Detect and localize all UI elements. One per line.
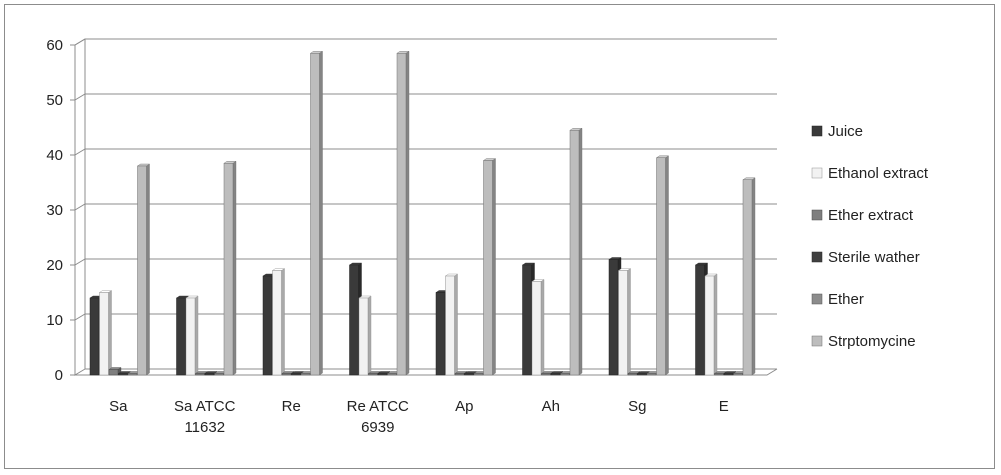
legend-item: Ether extract <box>811 207 914 224</box>
bar <box>309 50 324 376</box>
legend-item: Ethanol extract <box>811 165 929 182</box>
legend-label: Ether extract <box>828 207 914 224</box>
y-tick-label: 0 <box>55 367 63 384</box>
bar <box>482 158 497 376</box>
y-tick-label: 20 <box>46 257 63 274</box>
legend-label: Sterile wather <box>828 249 920 266</box>
bar-chart: 0 10 20 30 40 50 60 Sa Sa ATCC 11632 Re Re ATCC 693… <box>46 37 929 436</box>
x-tick-label: Re <box>282 398 301 415</box>
legend-swatch <box>811 293 823 305</box>
bar <box>396 50 410 376</box>
x-tick-label: Ah <box>542 398 560 415</box>
legend-item: Strptomycine <box>811 333 916 350</box>
legend-swatch <box>811 125 823 137</box>
gridline <box>74 38 777 46</box>
x-tick-label: E <box>719 398 729 415</box>
legend-label: Strptomycine <box>828 333 916 350</box>
bar <box>617 268 632 376</box>
gridline <box>74 313 777 321</box>
bar <box>358 295 372 376</box>
x-tick-label: Sa ATCC 11632 <box>174 398 236 436</box>
gridline <box>74 93 777 101</box>
legend-item: Ether <box>811 291 864 308</box>
legend-label: Juice <box>828 123 863 140</box>
chart-frame: 0 10 20 30 40 50 60 Sa Sa ATCC 11632 Re Re ATCC 693… <box>4 4 995 469</box>
y-tick-label: 40 <box>46 147 63 164</box>
legend-swatch <box>811 335 823 347</box>
bar <box>454 371 468 376</box>
bar <box>271 268 286 376</box>
x-axis-labels: Sa Sa ATCC 11632 Re Re ATCC 6939 Ap Ah Sg E <box>109 398 729 436</box>
x-tick-label: Sg <box>628 398 646 415</box>
bars <box>89 50 756 376</box>
legend-swatch <box>811 209 823 221</box>
bar <box>655 155 670 376</box>
gridline <box>74 258 777 266</box>
y-tick-label: 10 <box>46 312 63 329</box>
y-tick-label: 60 <box>46 37 63 54</box>
x-tick-label: Ap <box>455 398 473 415</box>
bar <box>742 177 756 376</box>
gridline <box>74 203 777 211</box>
gridline <box>74 148 777 156</box>
gridlines <box>74 38 777 321</box>
bar <box>185 295 199 376</box>
bar <box>98 290 113 376</box>
legend-swatch <box>811 251 823 263</box>
legend-label: Ether <box>828 291 864 308</box>
bar <box>223 160 237 376</box>
bar <box>290 371 305 376</box>
legend-swatch <box>811 167 823 179</box>
legend-label: Ethanol extract <box>828 165 929 182</box>
y-tick-label: 50 <box>46 92 63 109</box>
legend-item: Sterile wather <box>811 249 920 266</box>
y-axis-ticks: 0 10 20 30 40 50 60 <box>46 37 75 384</box>
y-tick-label: 30 <box>46 202 63 219</box>
bar <box>704 273 718 376</box>
bar <box>444 273 459 376</box>
bar <box>531 279 545 376</box>
bar <box>136 163 151 376</box>
x-tick-label: Re ATCC 6939 <box>347 398 409 436</box>
bar <box>300 371 314 376</box>
bar <box>569 127 583 376</box>
legend: Juice Ethanol extract Ether extract Sterile… <box>811 123 929 350</box>
legend-item: Juice <box>811 123 863 140</box>
x-tick-label: Sa <box>109 398 128 415</box>
